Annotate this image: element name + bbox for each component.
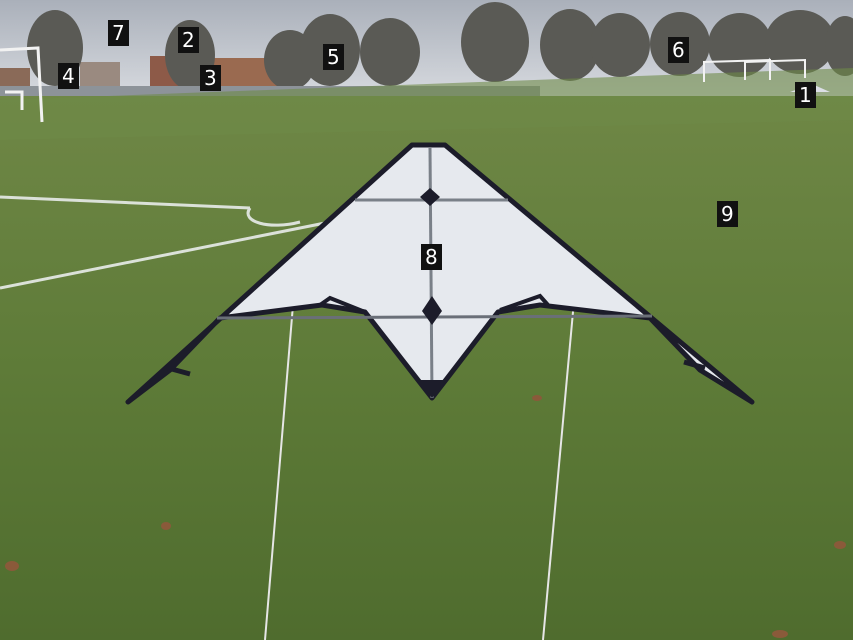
kite-line-left bbox=[264, 304, 294, 640]
goal-right bbox=[703, 58, 806, 82]
goal-left bbox=[0, 46, 44, 123]
marker-5: 5 bbox=[323, 44, 344, 70]
field-lines bbox=[0, 195, 331, 290]
marker-2: 2 bbox=[178, 27, 199, 53]
marker-7: 7 bbox=[108, 20, 129, 46]
marker-4: 4 bbox=[58, 63, 79, 89]
marker-6: 6 bbox=[668, 37, 689, 63]
marker-3: 3 bbox=[200, 65, 221, 91]
marker-9: 9 bbox=[717, 201, 738, 227]
leaves bbox=[5, 395, 846, 638]
marker-1: 1 bbox=[795, 82, 816, 108]
kite-line-right bbox=[542, 289, 576, 640]
marker-8: 8 bbox=[421, 244, 442, 270]
stunt-kite bbox=[125, 142, 755, 405]
